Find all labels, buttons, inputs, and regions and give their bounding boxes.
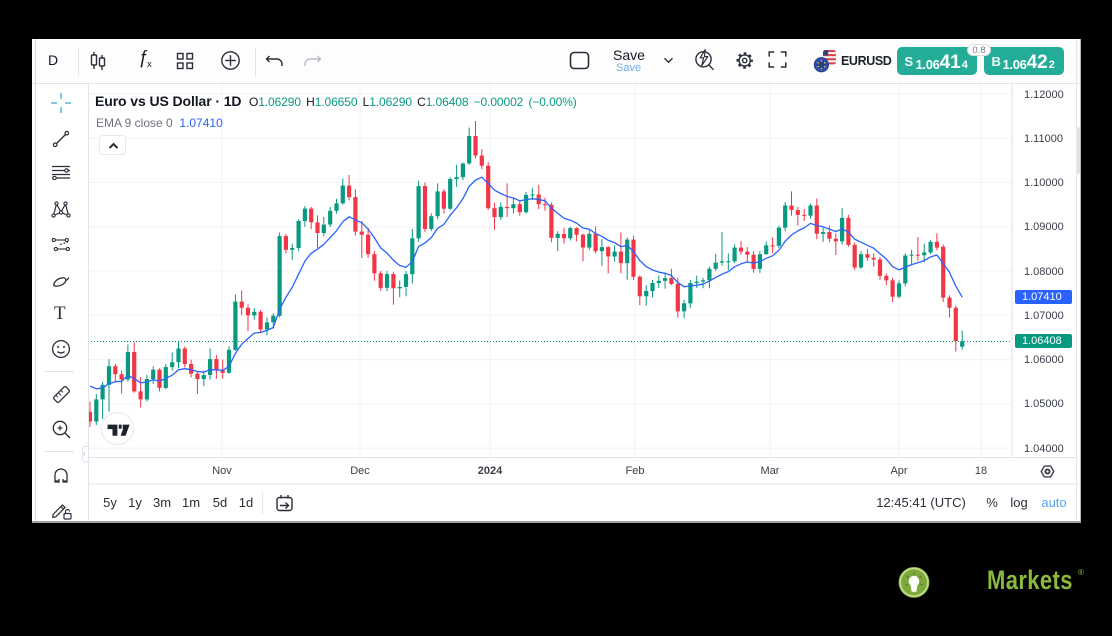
svg-text:®: ®	[1078, 568, 1084, 577]
svg-text:Markets: Markets	[987, 566, 1073, 595]
